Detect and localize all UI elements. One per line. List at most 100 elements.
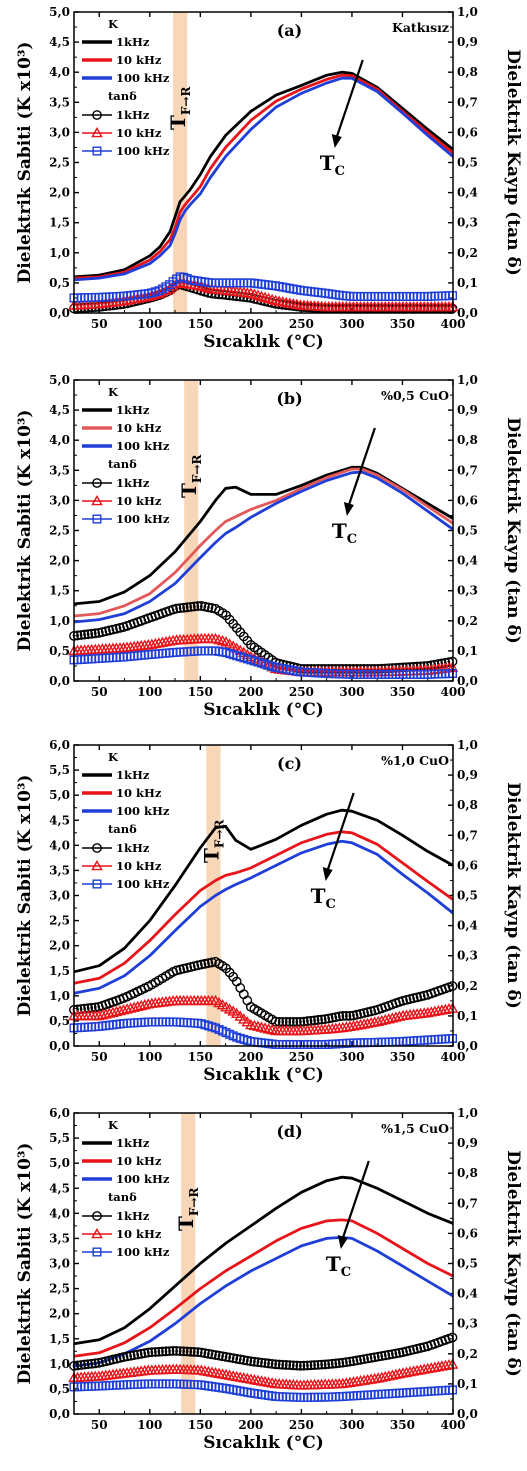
- y-tick-label: 1,0: [49, 1357, 70, 1371]
- data-point: [122, 1351, 132, 1362]
- x-tick-label: 50: [91, 1050, 108, 1064]
- tfr-subscript: F→R: [179, 86, 193, 116]
- data-point: [274, 1359, 285, 1370]
- data-point: [284, 1360, 295, 1371]
- data-point: [260, 1358, 270, 1368]
- data-point: [128, 1001, 140, 1012]
- y-tick-label: 0,5: [49, 1382, 70, 1396]
- tc-arrow-head: [322, 867, 333, 881]
- y2-tick-label: 0,5: [457, 524, 478, 538]
- data-point: [337, 1011, 348, 1021]
- data-point: [178, 1346, 189, 1357]
- tan-series: [69, 1379, 457, 1402]
- y-tick-label: 5,5: [49, 763, 70, 777]
- data-point: [379, 1370, 392, 1382]
- legend-marker: [92, 110, 102, 120]
- y-tick-label: 2,0: [49, 1307, 70, 1321]
- data-point: [383, 1370, 395, 1381]
- tan-series: [69, 1017, 457, 1049]
- data-point: [124, 1002, 137, 1013]
- data-point: [214, 1350, 224, 1361]
- data-point: [334, 1358, 345, 1368]
- y2-tick-label: 0,1: [457, 644, 478, 658]
- data-point: [196, 601, 207, 611]
- legend-label: 10 kHz: [116, 126, 162, 140]
- tc-arrow-head: [343, 502, 354, 516]
- data-point: [203, 1348, 214, 1359]
- legend-marker: [92, 146, 102, 156]
- legend-label: 100 kHz: [116, 1245, 170, 1259]
- x-axis-title: Sıcaklık (°C): [203, 700, 324, 720]
- tan-series: [69, 646, 457, 679]
- legend-label: 10 kHz: [116, 859, 162, 873]
- data-point: [121, 1003, 133, 1014]
- legend-label: 1kHz: [116, 476, 150, 490]
- data-point: [203, 602, 214, 613]
- data-point: [390, 1368, 402, 1379]
- legend-label: 100 kHz: [116, 439, 170, 453]
- data-point: [334, 1011, 345, 1022]
- y2-tick-label: 0,8: [457, 433, 478, 447]
- k-series-line: [73, 465, 454, 606]
- x-tick-label: 400: [440, 1050, 465, 1064]
- y2-axis-title: Dielektrik Kayıp (tan δ): [503, 417, 523, 644]
- legend-label: 100 kHz: [116, 71, 170, 85]
- data-point: [139, 1348, 150, 1359]
- legend-label: 1kHz: [116, 768, 150, 782]
- x-axis-title: Sıcaklık (°C): [203, 1433, 324, 1453]
- data-point: [114, 1004, 126, 1016]
- data-point: [171, 1345, 182, 1356]
- y2-tick-label: 0,7: [457, 828, 478, 842]
- y-tick-label: 2,0: [49, 186, 70, 200]
- data-point: [138, 999, 151, 1010]
- data-point: [348, 1356, 359, 1366]
- tc-arrow-head: [331, 134, 342, 148]
- k-series-line: [73, 839, 454, 995]
- y2-tick-label: 0,9: [457, 768, 478, 782]
- y2-tick-label: 0,1: [457, 1377, 478, 1391]
- y2-tick-label: 1,0: [457, 5, 478, 19]
- data-point: [185, 1346, 196, 1357]
- data-point: [125, 1350, 136, 1361]
- legend-k-title: K: [108, 750, 119, 764]
- y2-tick-label: 0,3: [457, 584, 478, 598]
- y2-tick-label: 0,0: [457, 306, 478, 320]
- data-point: [132, 1349, 143, 1360]
- tan-series: [69, 1332, 458, 1371]
- legend-label: 10 kHz: [116, 421, 162, 435]
- panel-label: (b): [276, 389, 302, 408]
- data-point: [79, 1003, 90, 1014]
- data-point: [390, 1011, 402, 1022]
- data-point: [295, 1360, 306, 1371]
- y2-tick-label: 1,0: [457, 1106, 478, 1120]
- y-tick-label: 0,0: [49, 1407, 70, 1421]
- data-point: [291, 1360, 302, 1371]
- legend-marker: [91, 1227, 103, 1239]
- data-point: [440, 657, 451, 668]
- y-tick-label: 4,0: [49, 838, 70, 852]
- data-point: [118, 1352, 129, 1362]
- data-point: [93, 628, 104, 638]
- y-tick-label: 2,5: [49, 524, 70, 538]
- legend-tan-title: tanδ: [108, 1190, 137, 1204]
- data-point: [192, 1347, 203, 1358]
- data-point: [281, 1360, 292, 1370]
- legend-marker: [92, 514, 102, 524]
- legend-tan-title: tanδ: [108, 457, 137, 471]
- x-tick-label: 300: [339, 317, 364, 331]
- data-point: [362, 1353, 373, 1364]
- y-tick-label: 1,5: [49, 584, 70, 598]
- tc-subscript: C: [326, 897, 336, 912]
- data-point: [224, 1352, 235, 1363]
- data-point: [306, 1360, 316, 1371]
- plot-frame: [73, 744, 454, 1047]
- data-point: [129, 1350, 140, 1360]
- y-tick-label: 4,5: [49, 35, 70, 49]
- y2-tick-label: 0,4: [457, 186, 478, 200]
- data-point: [86, 628, 97, 639]
- data-point: [372, 1015, 385, 1026]
- y-tick-label: 1,0: [49, 614, 70, 628]
- data-point: [110, 1005, 123, 1017]
- data-point: [375, 1371, 388, 1382]
- data-point: [380, 1350, 391, 1361]
